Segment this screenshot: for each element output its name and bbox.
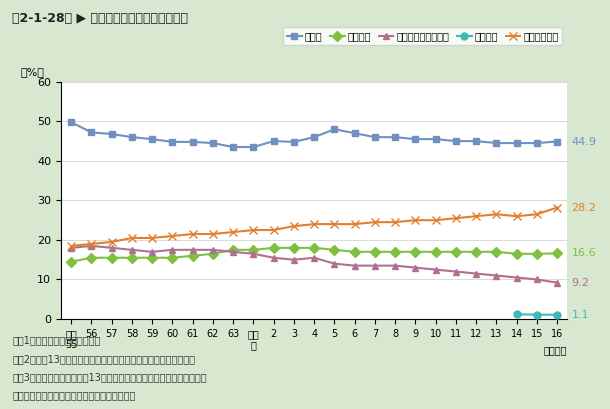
Text: 16.6: 16.6 <box>572 248 596 258</box>
Text: 3．平成８年度及び平成13年度に調査対象産業が追加されている。: 3．平成８年度及び平成13年度に調査対象産業が追加されている。 <box>12 372 207 382</box>
Text: 44.9: 44.9 <box>572 137 597 146</box>
Text: 注）1．人文・社会科学を含む。: 注）1．人文・社会科学を含む。 <box>12 335 101 345</box>
Text: （%）: （%） <box>21 67 45 77</box>
Legend: 人件費, 原材料費, 有形固定資産購入費, リース料, その他の経費: 人件費, 原材料費, 有形固定資産購入費, リース料, その他の経費 <box>283 27 562 45</box>
Text: 28.2: 28.2 <box>572 202 597 213</box>
Text: 1.1: 1.1 <box>572 310 589 320</box>
Text: （年度）: （年度） <box>544 345 567 355</box>
Text: 資料：総務省統計局「科学技術研究調査報告」: 資料：総務省統計局「科学技術研究調査報告」 <box>12 391 135 400</box>
Text: 2．平成13年度からリース料がその他の経費から分離された。: 2．平成13年度からリース料がその他の経費から分離された。 <box>12 354 195 364</box>
Text: 第2-1-28図 ▶ 研究費の費目別構成比の推移: 第2-1-28図 ▶ 研究費の費目別構成比の推移 <box>12 12 188 25</box>
Text: 9.2: 9.2 <box>572 278 589 288</box>
